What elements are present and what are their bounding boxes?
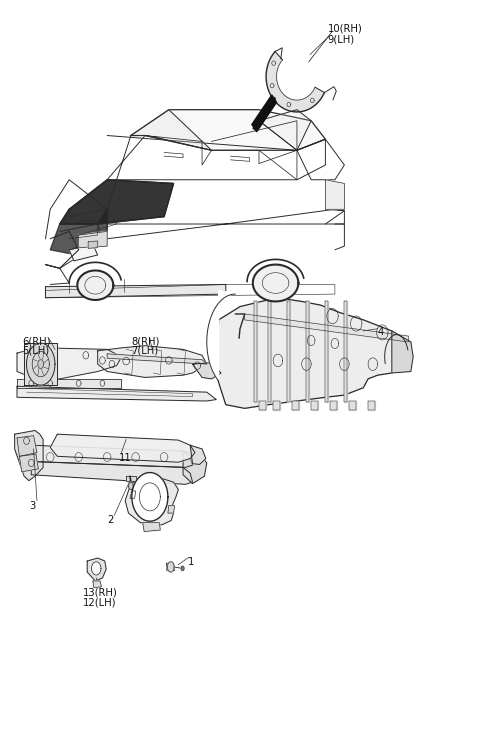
Text: 8(RH): 8(RH) (131, 336, 159, 346)
Polygon shape (259, 401, 266, 410)
Polygon shape (288, 302, 290, 403)
Text: 3: 3 (29, 501, 35, 510)
Text: 12(LH): 12(LH) (84, 597, 117, 607)
Polygon shape (168, 506, 175, 513)
Polygon shape (17, 379, 121, 388)
Polygon shape (254, 302, 257, 403)
Polygon shape (26, 343, 55, 385)
Polygon shape (31, 461, 192, 484)
Text: 5(LH): 5(LH) (22, 345, 49, 356)
Polygon shape (143, 522, 160, 531)
Polygon shape (273, 401, 280, 410)
Polygon shape (252, 95, 276, 132)
Polygon shape (38, 360, 44, 369)
Polygon shape (77, 270, 113, 300)
Polygon shape (132, 473, 168, 521)
Polygon shape (93, 581, 101, 588)
Polygon shape (107, 354, 207, 364)
Polygon shape (17, 386, 216, 401)
Polygon shape (259, 110, 311, 150)
Polygon shape (130, 491, 136, 499)
Polygon shape (14, 430, 43, 481)
Polygon shape (268, 302, 271, 403)
Polygon shape (181, 566, 184, 571)
Polygon shape (311, 401, 318, 410)
Polygon shape (129, 482, 133, 490)
Polygon shape (60, 180, 174, 224)
Polygon shape (253, 265, 299, 302)
Polygon shape (306, 302, 309, 403)
Polygon shape (92, 562, 101, 575)
Polygon shape (50, 210, 107, 253)
Text: 11: 11 (119, 452, 132, 463)
Polygon shape (24, 343, 57, 385)
Text: 13(RH): 13(RH) (83, 588, 118, 597)
Polygon shape (126, 476, 136, 481)
Polygon shape (392, 331, 413, 373)
Polygon shape (167, 563, 175, 571)
Polygon shape (31, 445, 192, 467)
Text: 9(LH): 9(LH) (328, 34, 355, 45)
Text: 4: 4 (378, 327, 384, 337)
Polygon shape (183, 451, 207, 484)
Polygon shape (190, 445, 206, 464)
Polygon shape (207, 291, 235, 380)
Polygon shape (349, 401, 356, 410)
Text: 10(RH): 10(RH) (328, 24, 362, 33)
Polygon shape (330, 401, 337, 410)
Text: 1: 1 (188, 557, 194, 568)
Polygon shape (292, 401, 300, 410)
Text: 2: 2 (107, 516, 114, 525)
Polygon shape (125, 476, 179, 525)
Polygon shape (69, 244, 97, 261)
Polygon shape (168, 562, 174, 572)
Polygon shape (50, 434, 195, 462)
Polygon shape (344, 302, 347, 403)
Polygon shape (192, 363, 221, 379)
Polygon shape (266, 51, 324, 112)
Polygon shape (325, 302, 328, 403)
Polygon shape (325, 180, 344, 210)
Polygon shape (216, 298, 411, 409)
Polygon shape (17, 348, 121, 379)
Polygon shape (19, 454, 38, 472)
Polygon shape (245, 314, 408, 342)
Polygon shape (131, 110, 325, 150)
Polygon shape (17, 435, 37, 456)
Polygon shape (88, 241, 97, 248)
Polygon shape (46, 285, 226, 298)
Text: 7(LH): 7(LH) (131, 345, 158, 356)
Polygon shape (368, 401, 375, 410)
Polygon shape (131, 110, 212, 150)
Polygon shape (87, 558, 106, 581)
Polygon shape (97, 345, 207, 377)
Text: 6(RH): 6(RH) (22, 336, 50, 346)
Polygon shape (79, 231, 107, 247)
